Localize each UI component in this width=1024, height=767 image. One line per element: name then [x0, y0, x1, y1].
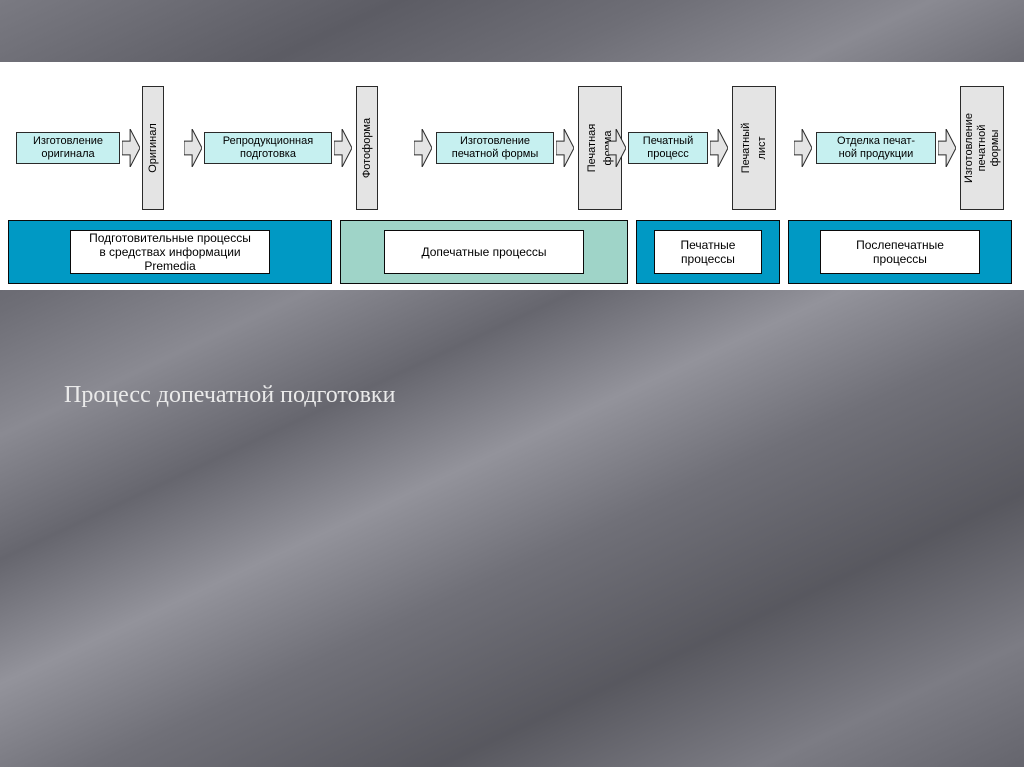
process-label-line: оригинала	[41, 148, 94, 161]
category-label-line: Подготовительные процессы	[89, 231, 251, 245]
arrow-icon	[556, 129, 574, 167]
intermediate-label: Оригинал	[147, 123, 159, 173]
intermediate-label: Фотоформа	[361, 118, 373, 178]
process-label-line: Изготовление	[33, 135, 103, 148]
process-label-line: ной продукции	[839, 148, 914, 161]
category-label-line: Печатные	[681, 238, 736, 252]
process-box: Изготовлениепечатной формы	[436, 132, 554, 164]
category-label-line: процессы	[681, 252, 735, 266]
category-label: Подготовительные процессыв средствах инф…	[70, 230, 270, 274]
arrow-icon	[184, 129, 202, 167]
category-label: Послепечатныепроцессы	[820, 230, 980, 274]
process-box: Репродукционнаяподготовка	[204, 132, 332, 164]
category-label: Допечатные процессы	[384, 230, 584, 274]
category-row: Подготовительные процессыв средствах инф…	[0, 220, 1024, 284]
intermediate-box: Печатный лист	[732, 86, 776, 210]
process-label-line: Изготовление	[460, 135, 530, 148]
category-label: Печатныепроцессы	[654, 230, 762, 274]
process-box: Отделка печат-ной продукции	[816, 132, 936, 164]
process-box: Печатныйпроцесс	[628, 132, 708, 164]
arrow-icon	[794, 129, 812, 167]
flow-row: ИзготовлениеоригиналаРепродукционнаяподг…	[0, 86, 1024, 210]
arrow-icon	[938, 129, 956, 167]
intermediate-box: Изготовлениепечатнойформы	[960, 86, 1004, 210]
process-label-line: Репродукционная	[223, 135, 313, 148]
process-label-line: Печатный	[643, 135, 693, 148]
category-box: Подготовительные процессыв средствах инф…	[8, 220, 332, 284]
slide-caption: Процесс допечатной подготовки	[64, 382, 395, 409]
slide-background: ИзготовлениеоригиналаРепродукционнаяподг…	[0, 0, 1024, 767]
process-label-line: подготовка	[240, 148, 296, 161]
intermediate-label: Печатная	[586, 124, 598, 172]
category-label-line: в средствах информации	[99, 245, 240, 259]
category-box: Допечатные процессы	[340, 220, 628, 284]
intermediate-label: Изготовление	[963, 113, 975, 183]
process-label-line: Отделка печат-	[837, 135, 915, 148]
arrow-icon	[710, 129, 728, 167]
arrow-icon	[414, 129, 432, 167]
arrow-icon	[608, 129, 626, 167]
intermediate-label: лист	[756, 136, 768, 159]
category-label-line: Допечатные процессы	[421, 245, 546, 259]
category-box: Печатныепроцессы	[636, 220, 780, 284]
category-label-line: Послепечатные	[856, 238, 944, 252]
intermediate-label: печатной	[976, 125, 988, 172]
arrow-icon	[122, 129, 140, 167]
intermediate-label: формы	[989, 130, 1001, 167]
category-label-line: процессы	[873, 252, 927, 266]
intermediate-box: Фотоформа	[356, 86, 378, 210]
process-box: Изготовлениеоригинала	[16, 132, 120, 164]
category-box: Послепечатныепроцессы	[788, 220, 1012, 284]
category-label-line: Premedia	[144, 259, 195, 273]
process-label-line: печатной формы	[452, 148, 539, 161]
arrow-icon	[334, 129, 352, 167]
diagram-panel: ИзготовлениеоригиналаРепродукционнаяподг…	[0, 62, 1024, 290]
intermediate-label: Печатный	[740, 123, 752, 173]
process-label-line: процесс	[647, 148, 689, 161]
intermediate-box: Оригинал	[142, 86, 164, 210]
